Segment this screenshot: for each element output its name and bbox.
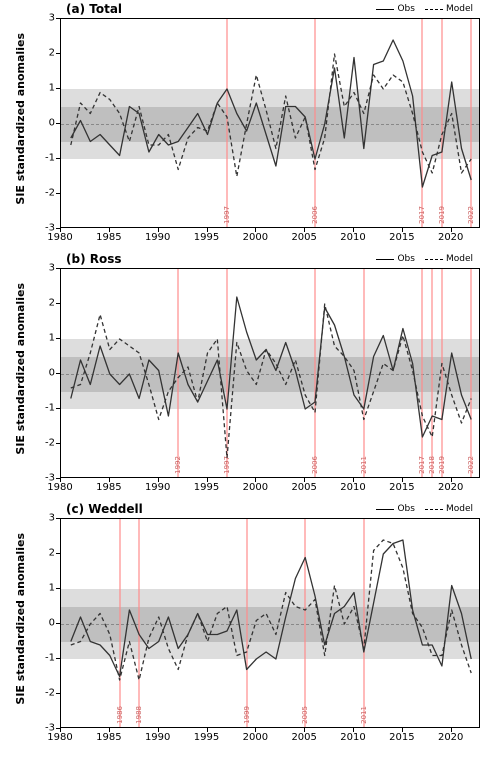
figure-root: (a) TotalObsModel19972006201720192022-3-… — [0, 0, 500, 760]
model-line — [71, 304, 471, 458]
legend: Obs Model — [373, 4, 476, 14]
model-line — [71, 54, 471, 177]
plot-area: 19972006201720192022 — [60, 18, 480, 228]
legend: Obs Model — [373, 504, 476, 514]
panel-total: (a) TotalObsModel19972006201720192022-3-… — [60, 18, 480, 228]
panel-weddell: (c) WeddellObsModel19861988199920052011-… — [60, 518, 480, 728]
line-layer — [61, 519, 480, 728]
legend-label: Obs — [397, 504, 415, 514]
legend-label: Model — [446, 254, 473, 264]
panel-title: (a) Total — [66, 2, 122, 16]
y-axis-label: SIE standardized anomalies — [14, 533, 27, 705]
y-axis-label: SIE standardized anomalies — [14, 33, 27, 205]
legend-label: Obs — [397, 4, 415, 14]
legend-label: Model — [446, 504, 473, 514]
legend: Obs Model — [373, 254, 476, 264]
legend-label: Model — [446, 4, 473, 14]
model-line — [71, 540, 471, 680]
line-layer — [61, 269, 480, 478]
obs-line — [71, 40, 471, 187]
plot-area: 19921997200620112017201820192022 — [60, 268, 480, 478]
panel-ross: (b) RossObsModel199219972006201120172018… — [60, 268, 480, 478]
panel-title: (c) Weddell — [66, 502, 143, 516]
y-axis-label: SIE standardized anomalies — [14, 283, 27, 455]
line-layer — [61, 19, 480, 228]
legend-label: Obs — [397, 254, 415, 264]
plot-area: 19861988199920052011 — [60, 518, 480, 728]
panel-title: (b) Ross — [66, 252, 122, 266]
